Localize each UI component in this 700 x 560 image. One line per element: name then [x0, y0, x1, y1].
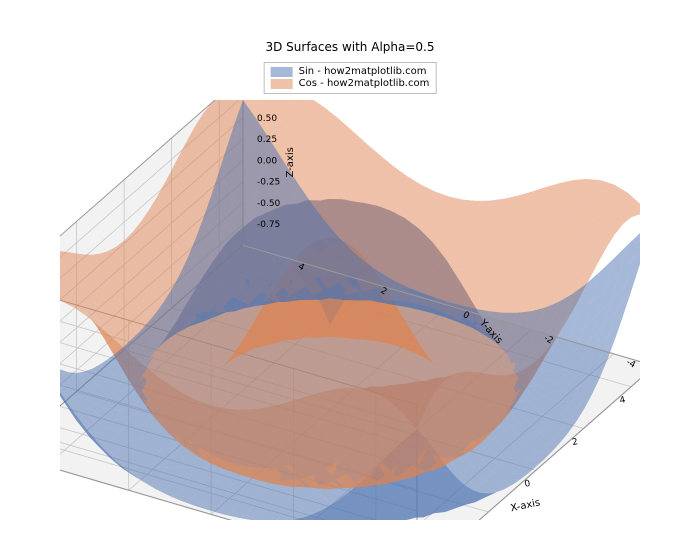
- svg-text:0.00: 0.00: [257, 156, 277, 166]
- chart-title: 3D Surfaces with Alpha=0.5: [0, 40, 700, 54]
- svg-text:-0.50: -0.50: [257, 199, 281, 209]
- legend-item-sin: Sin - how2matplotlib.com: [271, 66, 430, 78]
- svg-text:-0.75: -0.75: [257, 220, 280, 230]
- svg-text:0.50: 0.50: [257, 114, 277, 124]
- plot-3d: -4-2024-4-2024-0.75-0.50-0.250.000.250.5…: [60, 100, 640, 520]
- svg-text:Z-axis: Z-axis: [285, 147, 296, 177]
- svg-text:X-axis: X-axis: [510, 497, 542, 514]
- legend-swatch-cos: [271, 79, 293, 89]
- svg-text:4: 4: [619, 395, 627, 406]
- legend-item-cos: Cos - how2matplotlib.com: [271, 78, 430, 90]
- legend-swatch-sin: [271, 67, 293, 77]
- legend-label-cos: Cos - how2matplotlib.com: [299, 78, 430, 90]
- figure: 3D Surfaces with Alpha=0.5 Sin - how2mat…: [0, 0, 700, 560]
- svg-text:0.25: 0.25: [257, 135, 277, 145]
- svg-text:0.75: 0.75: [257, 100, 277, 103]
- svg-text:2: 2: [571, 437, 579, 448]
- legend: Sin - how2matplotlib.com Cos - how2matpl…: [264, 62, 437, 94]
- svg-text:0: 0: [524, 479, 532, 490]
- plot-svg: -4-2024-4-2024-0.75-0.50-0.250.000.250.5…: [60, 100, 640, 520]
- legend-label-sin: Sin - how2matplotlib.com: [299, 66, 427, 78]
- svg-text:-0.25: -0.25: [257, 178, 280, 188]
